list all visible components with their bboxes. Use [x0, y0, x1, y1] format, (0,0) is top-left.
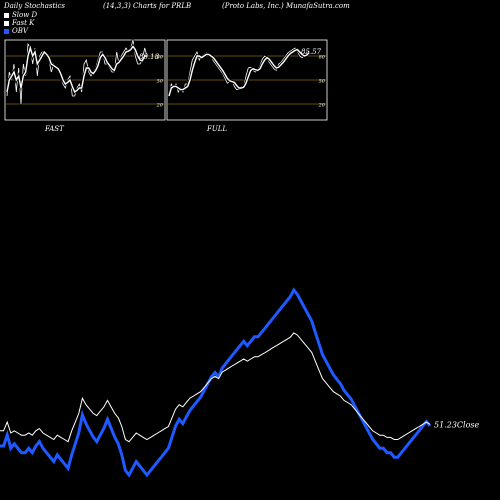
- full-value-label: 85.57: [301, 48, 322, 56]
- full-series-slow-d: [168, 48, 310, 97]
- fast-series-outline-0: [5, 39, 149, 105]
- close-line: [0, 332, 431, 443]
- obv-line: [0, 287, 432, 478]
- fast-level-label-50: 50: [157, 79, 164, 85]
- legend: Slow D Fast K OBV: [4, 11, 37, 35]
- header-title: Daily Stochastics: [4, 2, 66, 10]
- legend-swatch-obv: [4, 28, 9, 34]
- fast-panel-title: FAST: [45, 125, 64, 133]
- full-level-label-20: 20: [318, 103, 326, 109]
- legend-label-slow-d: Slow D: [12, 11, 38, 19]
- legend-item-slow-d: Slow D: [4, 11, 37, 19]
- legend-label-obv: OBV: [12, 27, 28, 35]
- fast-level-label-20: 20: [156, 103, 164, 109]
- header-chart-title: (14,3,3) Charts for PRLB: [103, 2, 192, 10]
- legend-label-fast-k: Fast K: [12, 19, 35, 27]
- legend-item-obv: OBV: [4, 27, 37, 35]
- legend-item-fast-k: Fast K: [4, 19, 37, 27]
- fast-value-label: 80.18: [139, 53, 160, 61]
- close-value-label: 51.23Close: [434, 420, 480, 429]
- full-level-label-80: 80: [319, 55, 326, 61]
- header-site: (Proto Labs, Inc.) MunafaSutra.com: [222, 2, 350, 10]
- fast-level-label-80: 80: [157, 55, 164, 61]
- legend-swatch-slow-d: [4, 12, 9, 18]
- fast-series-slow-d: [6, 45, 147, 94]
- full-level-label-50: 50: [319, 79, 326, 85]
- legend-swatch-fast-k: [4, 20, 9, 26]
- full-panel-title: FULL: [207, 125, 228, 133]
